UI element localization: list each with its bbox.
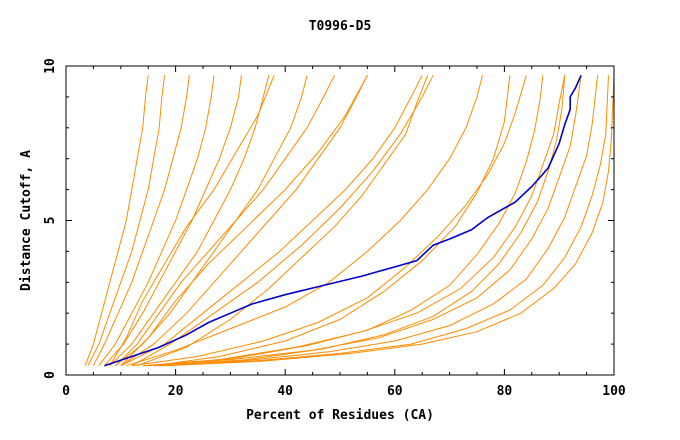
model-curve [126, 75, 483, 367]
model-curve [153, 75, 599, 367]
model-curve [104, 75, 242, 367]
y-tick-label: 10 [43, 58, 58, 74]
axis-ticks: 0 20 40 60 80 100 0 5 10 [43, 58, 626, 399]
model-curve [120, 75, 368, 367]
model-curve [114, 75, 335, 367]
x-tick-label: 80 [497, 384, 513, 399]
x-tick-label: 60 [387, 384, 403, 399]
model-curve [164, 75, 615, 367]
model-curve [131, 75, 434, 367]
model-curve [84, 75, 149, 366]
model-curve [120, 75, 368, 367]
model-curve [148, 75, 582, 367]
y-tick-label: 5 [43, 217, 58, 225]
model-curve [153, 75, 511, 367]
y-axis-label: Distance Cutoff, A [19, 150, 34, 291]
model-curve [98, 75, 215, 367]
model-curve [92, 75, 190, 366]
model-curve [142, 75, 566, 367]
model-curve [120, 75, 423, 367]
model-curve [159, 75, 609, 367]
model-curve [109, 75, 270, 367]
model-curve [131, 75, 527, 367]
y-tick-label: 0 [43, 371, 58, 379]
model-curve [87, 75, 166, 366]
x-tick-label: 100 [602, 384, 626, 399]
x-tick-label: 40 [277, 384, 293, 399]
highlight-curve [104, 74, 582, 367]
model-curves [84, 75, 615, 367]
model-curve [137, 75, 429, 367]
model-curve [109, 75, 275, 366]
x-tick-label: 0 [62, 384, 70, 399]
model-curve [159, 75, 544, 367]
highlight-curve-layer [104, 74, 582, 367]
chart-title: T0996-D5 [309, 19, 372, 34]
x-tick-label: 20 [168, 384, 184, 399]
x-axis-label: Percent of Residues (CA) [246, 408, 434, 423]
model-curve [164, 75, 566, 367]
